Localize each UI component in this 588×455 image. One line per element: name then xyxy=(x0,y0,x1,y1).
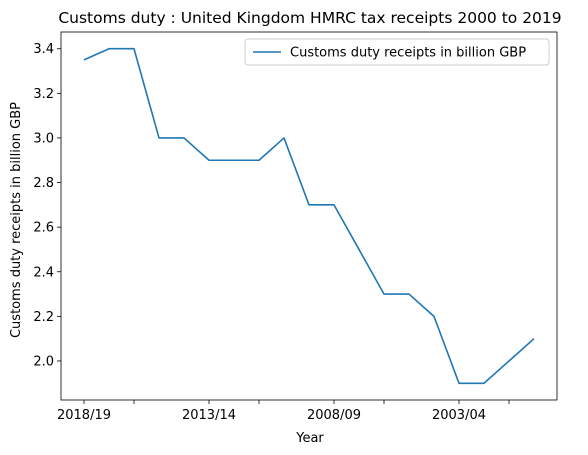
y-tick-label: 2.0 xyxy=(33,354,54,369)
plot-area: 2.0 2.2 2.4 2.6 2.8 3.0 3.2 3.4 2018/19 2013/14 20… xyxy=(33,32,557,423)
x-tick-label: 2013/14 xyxy=(182,408,236,423)
x-tick-label: 2003/04 xyxy=(432,408,486,423)
chart-title: Customs duty : United Kingdom HMRC tax r… xyxy=(58,9,561,27)
y-tick-label: 2.4 xyxy=(33,265,54,280)
y-tick-label: 3.4 xyxy=(33,42,54,57)
legend: Customs duty receipts in billion GBP xyxy=(245,39,549,65)
series-line xyxy=(84,49,534,384)
plot-frame xyxy=(61,32,557,400)
y-axis-label: Customs duty receipts in billion GBP xyxy=(9,102,24,338)
y-tick-label: 3.0 xyxy=(33,131,54,146)
x-tick-label: 2018/19 xyxy=(57,408,111,423)
y-tick-label: 2.6 xyxy=(33,221,54,236)
legend-entry: Customs duty receipts in billion GBP xyxy=(290,46,526,61)
x-tick-label: 2008/09 xyxy=(307,408,361,423)
x-axis-label: Year xyxy=(295,431,324,446)
y-tick-label: 2.8 xyxy=(33,176,54,191)
y-tick-label: 3.2 xyxy=(33,87,54,102)
y-tick-label: 2.2 xyxy=(33,310,54,325)
